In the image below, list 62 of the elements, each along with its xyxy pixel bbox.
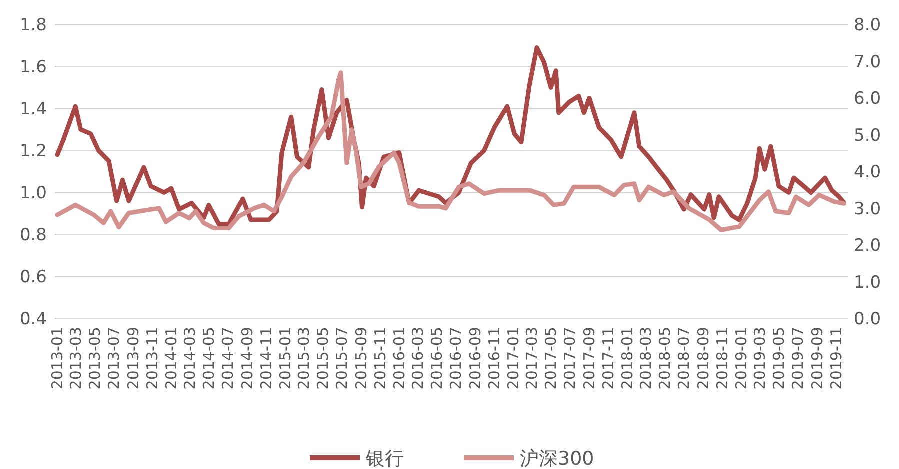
x-tick-label: 2014-05 — [200, 327, 218, 390]
x-tick-label: 2019-01 — [732, 327, 751, 390]
x-tick-label: 2017-03 — [523, 327, 542, 390]
y-tick-label: 0.8 — [20, 226, 47, 246]
x-tick-label: 2017-07 — [561, 327, 580, 390]
x-tick-label: 2018-01 — [618, 327, 637, 390]
y-tick-label: 1.4 — [20, 100, 47, 120]
y-tick-label: 1.8 — [20, 16, 47, 36]
x-tick-label: 2015-05 — [314, 327, 332, 390]
y2-tick-label: 8.0 — [854, 16, 882, 36]
x-tick-label: 2017-05 — [542, 327, 560, 390]
y-tick-label: 1.6 — [20, 58, 47, 78]
x-tick-label: 2015-03 — [294, 327, 313, 390]
x-tick-label: 2019-11 — [827, 327, 846, 390]
y2-tick-label: 6.0 — [854, 89, 882, 110]
x-tick-label: 2016-07 — [447, 327, 466, 390]
x-tick-label: 2014-01 — [162, 327, 180, 390]
x-tick-label: 2016-09 — [466, 327, 485, 390]
y2-tick-label: 7.0 — [854, 52, 882, 72]
x-tick-label: 2015-01 — [276, 327, 294, 390]
x-tick-label: 2015-09 — [352, 327, 370, 390]
x-tick-label: 2015-07 — [332, 327, 351, 390]
x-tick-label: 2013-01 — [48, 327, 66, 390]
x-tick-label: 2017-11 — [600, 327, 618, 390]
x-tick-label: 2017-09 — [580, 327, 598, 390]
x-tick-label: 2013-11 — [143, 327, 162, 390]
legend-label: 银行 — [365, 448, 404, 469]
y2-tick-label: 5.0 — [854, 126, 882, 146]
x-tick-label: 2017-01 — [504, 327, 523, 390]
x-tick-label: 2018-09 — [694, 327, 712, 390]
y-tick-label: 0.6 — [20, 268, 47, 288]
x-tick-label: 2016-01 — [390, 327, 408, 390]
x-tick-label: 2013-05 — [86, 327, 104, 390]
y2-tick-label: 3.0 — [854, 199, 882, 220]
x-tick-label: 2013-09 — [124, 327, 142, 390]
y2-tick-label: 4.0 — [854, 162, 882, 183]
y-tick-label: 0.4 — [20, 310, 47, 330]
x-tick-label: 2013-03 — [66, 327, 85, 390]
x-tick-label: 2013-07 — [105, 327, 124, 390]
x-tick-label: 2016-05 — [428, 327, 446, 390]
y2-tick-label: 0.0 — [854, 310, 882, 330]
y2-tick-label: 2.0 — [854, 236, 882, 256]
x-tick-label: 2016-11 — [486, 327, 504, 390]
x-tick-label: 2018-07 — [675, 327, 694, 390]
x-tick-label: 2014-03 — [180, 327, 199, 390]
x-tick-label: 2019-07 — [789, 327, 808, 390]
x-tick-label: 2019-09 — [808, 327, 826, 390]
x-tick-label: 2016-03 — [409, 327, 428, 390]
line-series — [55, 70, 846, 232]
x-tick-label: 2015-11 — [371, 327, 390, 390]
x-tick-label: 2014-09 — [238, 327, 256, 390]
x-tick-label: 2018-11 — [713, 327, 732, 390]
x-tick-label: 2019-05 — [770, 327, 788, 390]
x-tick-label: 2018-03 — [637, 327, 656, 390]
x-tick-label: 2014-11 — [257, 327, 276, 390]
y2-tick-label: 1.0 — [854, 272, 882, 293]
legend-label: 沪深300 — [520, 448, 594, 469]
y-tick-label: 1.0 — [20, 184, 47, 204]
x-tick-label: 2019-03 — [750, 327, 769, 390]
x-tick-label: 2014-07 — [218, 327, 237, 390]
x-tick-label: 2018-05 — [656, 327, 674, 390]
y-tick-label: 1.2 — [20, 142, 47, 162]
